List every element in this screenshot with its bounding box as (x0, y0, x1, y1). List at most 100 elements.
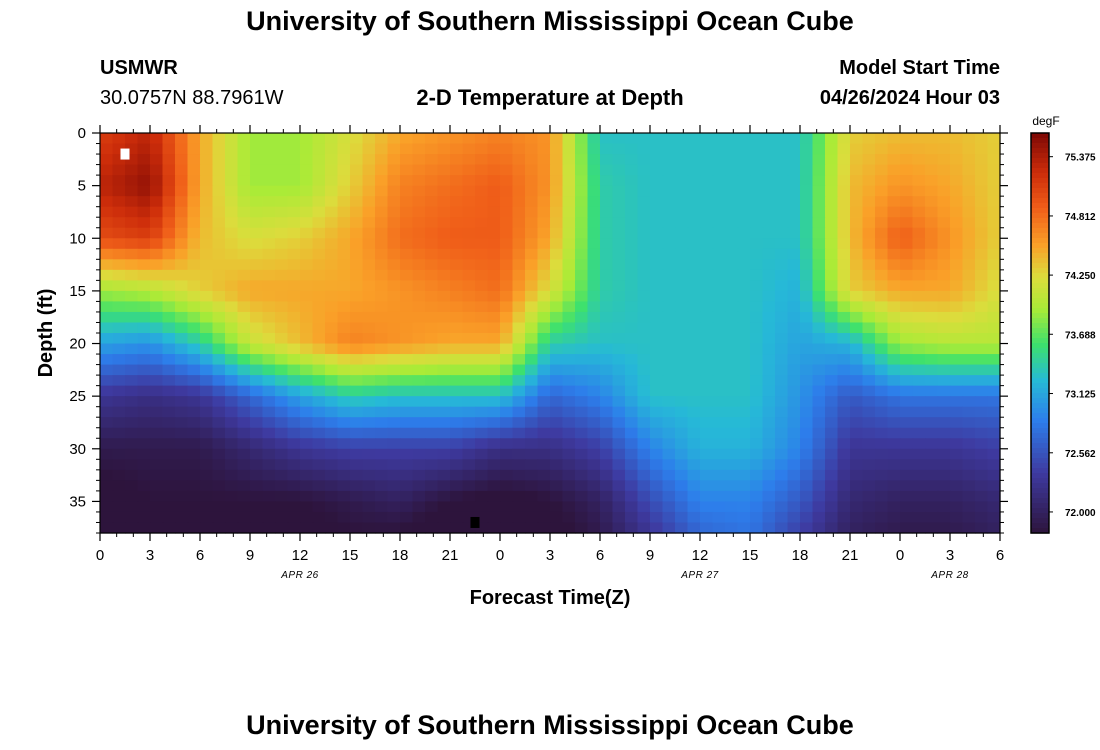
heatmap-cell (887, 311, 901, 324)
heatmap-cell (400, 522, 414, 534)
heatmap-cell (337, 322, 351, 334)
heatmap-cell (362, 469, 376, 481)
heatmap-cell (800, 480, 814, 492)
heatmap-cell (737, 238, 751, 250)
heatmap-cell (712, 364, 726, 376)
heatmap-cell (325, 522, 339, 534)
heatmap-cell (450, 364, 464, 376)
heatmap-cell (412, 364, 426, 376)
heatmap-cell (112, 396, 126, 408)
colorbar-swatch (1031, 203, 1049, 209)
heatmap-cell (725, 396, 739, 408)
colorbar-swatch (1031, 513, 1049, 519)
heatmap-cell (537, 259, 551, 271)
heatmap-cell (300, 154, 314, 166)
heatmap-cell (950, 511, 964, 524)
heatmap-cell (425, 480, 439, 492)
heatmap-cell (200, 217, 214, 229)
heatmap-cell (637, 490, 651, 503)
heatmap-cell (300, 238, 314, 250)
heatmap-cell (750, 375, 764, 387)
heatmap-cell (237, 238, 251, 250)
heatmap-cell (875, 322, 889, 334)
heatmap-cell (875, 259, 889, 271)
heatmap-cell (200, 385, 214, 397)
heatmap-cell (475, 333, 489, 345)
heatmap-cell (850, 154, 864, 166)
heatmap-cell (300, 501, 314, 513)
heatmap-cell (287, 238, 301, 250)
heatmap-cell (800, 490, 814, 503)
heatmap-cell (275, 417, 289, 429)
heatmap-cell (325, 490, 339, 503)
heatmap-cell (600, 259, 614, 271)
heatmap-cell (612, 185, 626, 197)
heatmap-cell (212, 290, 226, 303)
heatmap-cell (750, 511, 764, 524)
heatmap-cell (862, 248, 876, 260)
colorbar-swatch (1031, 298, 1049, 304)
heatmap-cell (362, 448, 376, 460)
heatmap-cell (937, 343, 951, 355)
heatmap-cell (837, 511, 851, 524)
heatmap-cell (612, 490, 626, 503)
heatmap-cell (262, 385, 276, 397)
heatmap-cell (800, 343, 814, 355)
heatmap-cell (875, 217, 889, 229)
heatmap-cell (500, 175, 514, 187)
heatmap-cell (262, 196, 276, 208)
heatmap-cell (975, 354, 989, 366)
heatmap-cell (137, 311, 151, 324)
heatmap-cell (850, 480, 864, 492)
heatmap-cell (550, 206, 564, 218)
heatmap-cell (612, 354, 626, 366)
heatmap-cell (150, 448, 164, 460)
heatmap-cell (662, 322, 676, 334)
heatmap-cell (112, 206, 126, 218)
heatmap-cell (100, 375, 114, 387)
heatmap-cell (200, 343, 214, 355)
heatmap-cell (237, 301, 251, 313)
heatmap-cell (725, 143, 739, 155)
heatmap-cell (825, 154, 839, 166)
heatmap-cell (350, 459, 364, 471)
heatmap-cell (375, 522, 389, 534)
heatmap-cell (150, 459, 164, 471)
heatmap-cell (462, 396, 476, 408)
heatmap-cell (500, 417, 514, 429)
heatmap-cell (487, 248, 501, 260)
heatmap-cell (687, 164, 701, 176)
heatmap-cell (837, 396, 851, 408)
heatmap-cell (237, 143, 251, 155)
heatmap-cell (462, 469, 476, 481)
heatmap-cell (775, 469, 789, 481)
heatmap-cell (362, 322, 376, 334)
heatmap-cell (450, 511, 464, 524)
heatmap-cell (925, 469, 939, 481)
heatmap-cell (362, 248, 376, 260)
heatmap-cell (962, 248, 976, 260)
heatmap-cell (987, 227, 1001, 239)
heatmap-cell (112, 364, 126, 376)
heatmap-cell (500, 490, 514, 503)
heatmap-cell (712, 511, 726, 524)
heatmap-cell (612, 333, 626, 345)
heatmap-cell (612, 364, 626, 376)
heatmap-cell (500, 385, 514, 397)
heatmap-cell (575, 522, 589, 534)
heatmap-cell (875, 154, 889, 166)
heatmap-cell (687, 322, 701, 334)
heatmap-cell (662, 511, 676, 524)
heatmap-cell (575, 311, 589, 324)
heatmap-cell (837, 227, 851, 239)
heatmap-cell (550, 427, 564, 439)
heatmap-cell (712, 133, 726, 145)
heatmap-cell (950, 164, 964, 176)
heatmap-cell (175, 185, 189, 197)
heatmap-cell (150, 311, 164, 324)
heatmap-cell (875, 490, 889, 503)
heatmap-cell (950, 311, 964, 324)
heatmap-cell (150, 259, 164, 271)
heatmap-cell (987, 217, 1001, 229)
heatmap-cell (550, 343, 564, 355)
